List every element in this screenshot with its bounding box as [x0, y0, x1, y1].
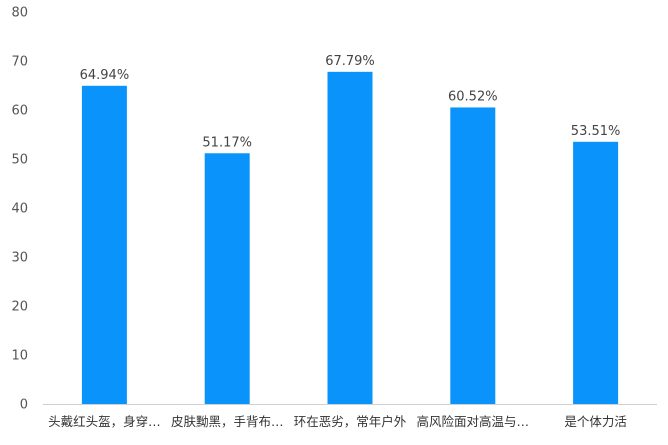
data-label: 60.52% — [448, 89, 498, 104]
category-label: 皮肤黝黑，手背布… — [171, 414, 284, 429]
y-tick-label: 30 — [11, 251, 28, 266]
y-tick-label: 20 — [11, 300, 28, 315]
bar — [573, 141, 619, 404]
y-tick-label: 50 — [11, 153, 28, 168]
y-tick-label: 70 — [11, 55, 28, 70]
category-label: 环在恶劣，常年户外 — [294, 414, 407, 429]
y-tick-label: 0 — [20, 398, 28, 413]
category-label: 头戴红头盔，身穿… — [48, 414, 161, 429]
data-label: 53.51% — [571, 124, 621, 139]
category-label: 高风险面对高温与… — [417, 414, 530, 429]
y-tick-label: 40 — [11, 202, 28, 217]
data-label: 51.17% — [202, 135, 252, 150]
category-label: 是个体力活 — [564, 414, 627, 429]
data-label: 64.94% — [80, 68, 130, 83]
bar — [327, 71, 373, 404]
bar — [204, 153, 250, 404]
bar — [81, 85, 127, 404]
bar — [450, 107, 496, 405]
y-tick-label: 10 — [11, 349, 28, 364]
y-tick-label: 60 — [11, 104, 28, 119]
data-label: 67.79% — [325, 54, 375, 69]
y-tick-label: 80 — [11, 6, 28, 21]
